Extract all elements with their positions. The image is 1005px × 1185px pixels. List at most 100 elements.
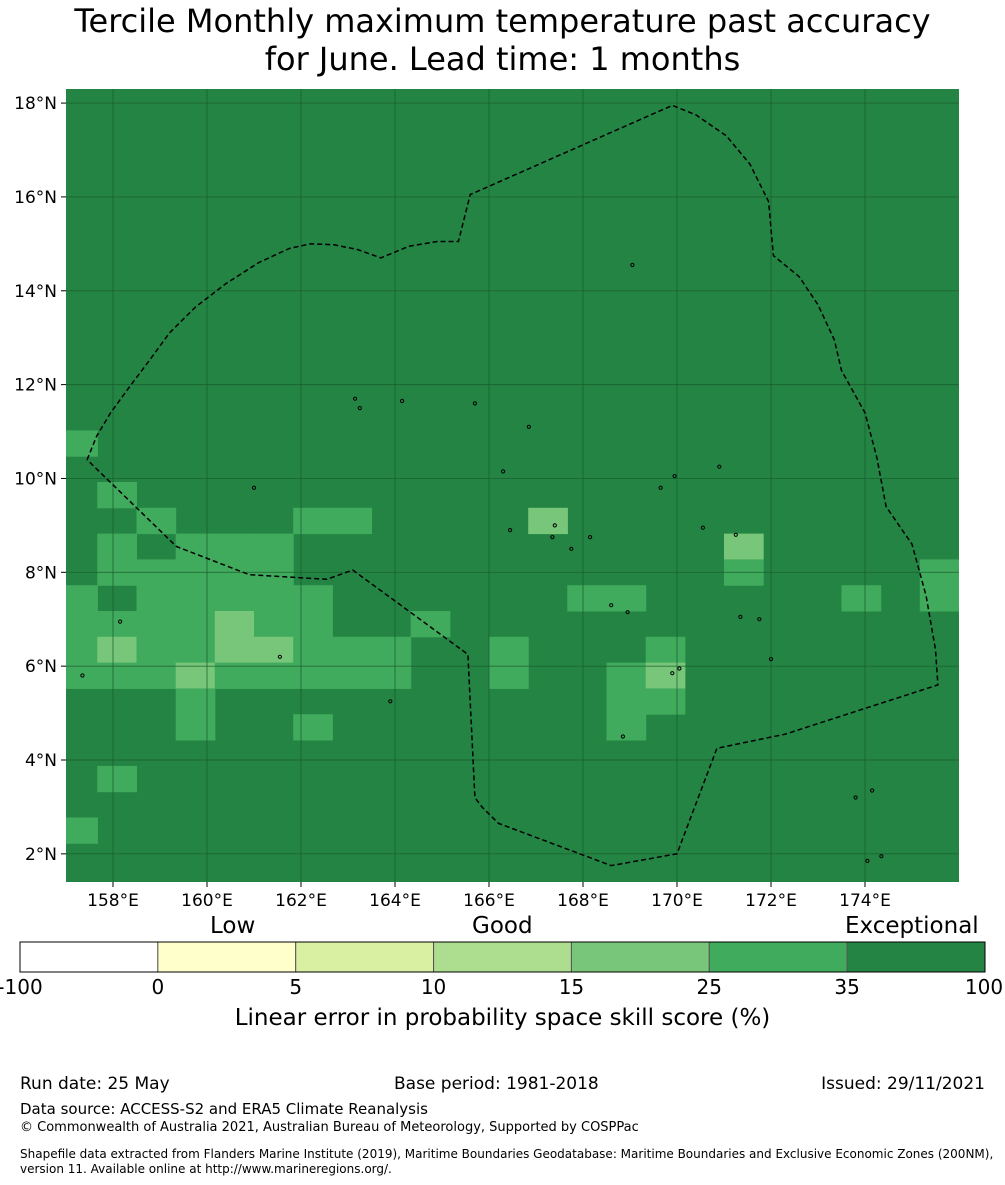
island	[80, 673, 85, 678]
skill-cell	[567, 585, 607, 612]
map-background	[66, 89, 959, 882]
island	[630, 262, 635, 268]
skill-cell	[97, 636, 137, 664]
island	[738, 614, 743, 620]
y-tick-label: 8°N	[25, 563, 57, 583]
skill-cell	[175, 611, 216, 638]
base-period: Base period: 1981-2018	[394, 1074, 599, 1094]
island	[357, 406, 362, 411]
title-line-2: for June. Lead time: 1 months	[264, 40, 741, 78]
colorbar-segment	[433, 941, 572, 973]
skill-cell	[175, 662, 216, 689]
skill-cell	[66, 585, 98, 612]
skill-cell	[606, 688, 647, 715]
skill-cell	[175, 688, 216, 715]
skill-cell	[214, 585, 255, 612]
skill-cell	[175, 636, 216, 664]
island	[677, 666, 682, 671]
y-tick-label: 6°N	[25, 657, 57, 677]
x-tick-label: 158°E	[87, 891, 139, 911]
y-tick-label: 10°N	[14, 469, 57, 489]
x-tick-label: 172°E	[745, 891, 797, 911]
skill-cell	[136, 507, 177, 535]
skill-cell	[66, 636, 98, 664]
colorbar-tick-label: 35	[834, 975, 860, 999]
y-tick-label: 4°N	[25, 751, 57, 771]
colorbar-category-exceptional: Exceptional	[845, 913, 979, 939]
colorbar-segment	[19, 941, 159, 973]
colorbar	[19, 941, 986, 973]
skill-cell	[489, 636, 529, 664]
skill-cell	[528, 507, 568, 535]
skill-cell	[66, 611, 98, 638]
island	[757, 617, 762, 622]
island	[658, 485, 663, 490]
skill-cell	[97, 765, 137, 793]
y-tick-label: 14°N	[14, 282, 57, 302]
colorbar-category-good: Good	[472, 913, 533, 939]
skill-cell	[254, 533, 294, 560]
skill-cell	[841, 585, 882, 612]
map-axes: 158°E 160°E 162°E 164°E 166°E 168°E 170°E 172°E…	[14, 94, 891, 911]
island	[853, 795, 858, 800]
x-tick-label: 170°E	[651, 891, 703, 911]
skill-cell	[254, 611, 294, 638]
chart-title: Tercile Monthly maximum temperature past…	[0, 2, 1005, 78]
skill-cell	[410, 611, 451, 638]
skill-cell	[293, 714, 333, 741]
colorbar-tick-label: 10	[420, 975, 447, 999]
skill-cell	[66, 430, 98, 457]
skill-cell	[97, 662, 137, 689]
x-tick-label: 168°E	[557, 891, 609, 911]
colorbar-segment	[295, 941, 435, 973]
island	[251, 485, 257, 490]
island	[501, 469, 506, 474]
island	[353, 396, 358, 401]
skill-cell	[606, 585, 647, 612]
skill-cell	[97, 611, 137, 638]
colorbar-segment	[846, 941, 986, 973]
island	[865, 858, 870, 864]
data-source: Data source: ACCESS-S2 and ERA5 Climate …	[20, 1100, 428, 1118]
skill-cell	[489, 662, 529, 689]
skill-cell	[332, 636, 372, 664]
skill-cell	[136, 585, 177, 612]
island	[879, 854, 884, 859]
island	[508, 528, 513, 533]
y-tick-label: 12°N	[14, 376, 57, 396]
skill-cell	[293, 585, 333, 612]
skill-cell	[97, 533, 137, 560]
island	[569, 546, 574, 551]
issued-date: Issued: 29/11/2021	[821, 1074, 985, 1094]
island	[609, 603, 614, 608]
x-tick-label: 164°E	[369, 891, 421, 911]
colorbar-frame	[19, 941, 986, 973]
island	[526, 424, 532, 429]
skill-cell	[214, 611, 255, 638]
island	[620, 734, 626, 739]
colorbar-category-low: Low	[210, 913, 256, 939]
skill-cell	[66, 662, 98, 689]
skill-cell	[214, 636, 255, 664]
skill-cell	[214, 662, 255, 689]
shapefile-credit-line-1: Shapefile data extracted from Flanders M…	[20, 1147, 994, 1161]
island	[550, 535, 555, 540]
island	[870, 788, 875, 793]
skill-cell	[606, 714, 647, 741]
skill-cell	[293, 507, 333, 535]
run-date: Run date: 25 May	[20, 1074, 170, 1094]
colorbar-tick-label: 5	[289, 975, 303, 999]
skill-cell	[175, 585, 216, 612]
skill-cell	[371, 636, 412, 664]
skill-cell	[332, 507, 372, 535]
island	[717, 464, 722, 469]
eez-boundary	[86, 104, 939, 867]
colorbar-segment	[570, 941, 710, 973]
skill-cell	[293, 662, 333, 689]
skill-cell	[254, 636, 294, 664]
skill-cell	[254, 662, 294, 689]
colorbar-tick-label: 0	[151, 975, 165, 999]
colorbar-tick-label: -100	[0, 975, 43, 999]
colorbar-segment	[157, 941, 297, 973]
